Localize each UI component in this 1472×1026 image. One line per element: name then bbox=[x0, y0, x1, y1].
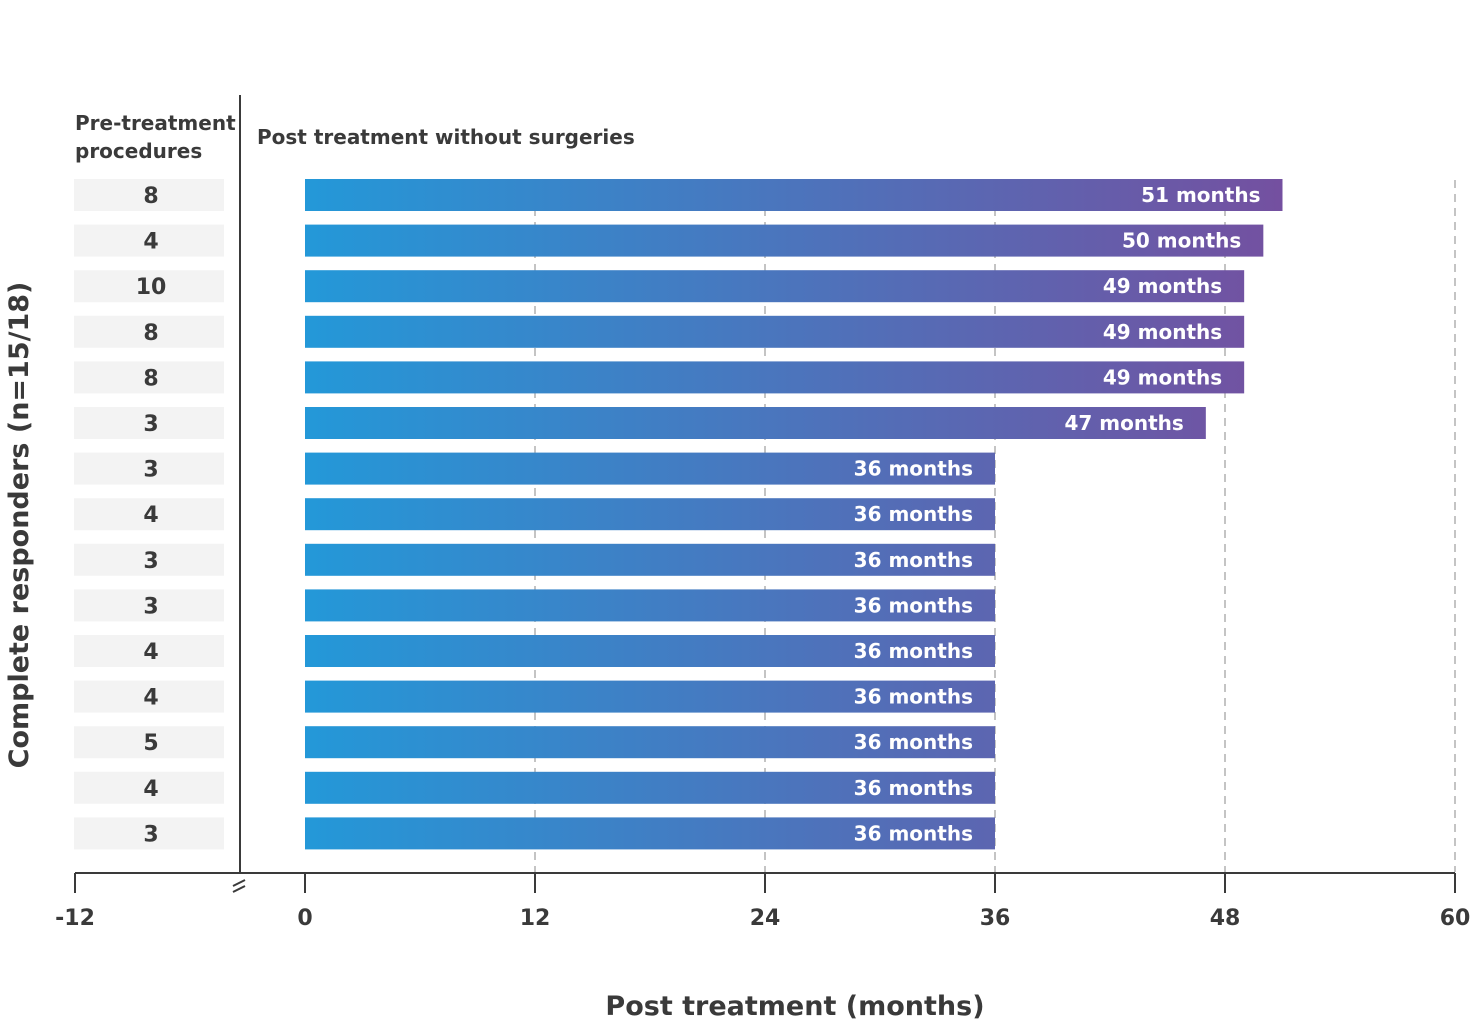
procedure-count: 8 bbox=[143, 184, 158, 209]
x-tick-label: 12 bbox=[520, 906, 551, 931]
responder-row: 5 36 months bbox=[74, 726, 995, 759]
responder-row: 3 36 months bbox=[74, 589, 995, 622]
duration-bar bbox=[305, 179, 1283, 211]
bar-value-label: 36 months bbox=[854, 502, 973, 526]
procedure-count: 8 bbox=[143, 366, 158, 391]
responder-row: 4 36 months bbox=[74, 680, 995, 713]
procedure-cell bbox=[74, 680, 224, 713]
procedure-count: 3 bbox=[143, 412, 158, 437]
bar-value-label: 36 months bbox=[854, 685, 973, 709]
procedure-cell bbox=[74, 224, 224, 257]
bar-value-label: 36 months bbox=[854, 593, 973, 617]
procedure-count: 8 bbox=[143, 321, 158, 346]
procedure-count: 4 bbox=[143, 640, 158, 665]
responder-row: 4 36 months bbox=[74, 771, 995, 804]
x-tick-label: 36 bbox=[980, 906, 1011, 931]
responder-row: 8 49 months bbox=[74, 361, 1245, 394]
procedure-cell bbox=[74, 315, 224, 348]
responder-row: 3 36 months bbox=[74, 452, 995, 485]
procedure-cell bbox=[74, 771, 224, 804]
duration-bar bbox=[305, 680, 995, 713]
bar-value-label: 36 months bbox=[854, 457, 973, 481]
procedure-count: 3 bbox=[143, 594, 158, 619]
bar-value-label: 36 months bbox=[854, 821, 973, 845]
procedure-cell bbox=[74, 543, 224, 576]
procedure-cell bbox=[74, 407, 224, 439]
procedure-cell bbox=[74, 270, 224, 303]
duration-bar bbox=[305, 315, 1245, 348]
responder-row: 4 36 months bbox=[74, 498, 995, 531]
y-axis-title: Complete responders (n=15/18) bbox=[4, 282, 35, 769]
axis-break-mark bbox=[232, 879, 246, 893]
responder-row: 8 49 months bbox=[74, 315, 1245, 348]
procedure-cell bbox=[74, 726, 224, 759]
duration-bar bbox=[305, 817, 995, 850]
duration-bar bbox=[305, 498, 995, 531]
bar-value-label: 49 months bbox=[1103, 274, 1222, 298]
post-treatment-header: Post treatment without surgeries bbox=[257, 125, 635, 149]
duration-bar bbox=[305, 361, 1245, 394]
duration-bar bbox=[305, 589, 995, 622]
procedure-count: 10 bbox=[136, 275, 167, 300]
procedure-cell bbox=[74, 498, 224, 531]
pre-treatment-header: Pre-treatment procedures bbox=[75, 111, 243, 163]
procedure-cell bbox=[74, 452, 224, 485]
duration-bar bbox=[305, 270, 1245, 303]
procedure-count: 3 bbox=[143, 458, 158, 483]
bar-value-label: 36 months bbox=[854, 730, 973, 754]
procedure-count: 4 bbox=[143, 503, 158, 528]
procedure-count: 4 bbox=[143, 777, 158, 802]
responder-row: 3 47 months bbox=[74, 407, 1206, 439]
bar-value-label: 49 months bbox=[1103, 365, 1222, 389]
x-tick-label: 48 bbox=[1210, 906, 1241, 931]
duration-bar bbox=[305, 771, 995, 804]
procedure-count: 4 bbox=[143, 686, 158, 711]
responder-row: 3 36 months bbox=[74, 543, 995, 576]
duration-bar bbox=[305, 726, 995, 759]
responder-row: 4 50 months bbox=[74, 224, 1264, 257]
bar-value-label: 36 months bbox=[854, 776, 973, 800]
procedure-count: 5 bbox=[143, 731, 158, 756]
procedure-count: 3 bbox=[143, 549, 158, 574]
procedure-cell bbox=[74, 179, 224, 211]
responder-row: 8 51 months bbox=[74, 179, 1283, 211]
responder-row: 4 36 months bbox=[74, 635, 995, 667]
responder-row: 10 49 months bbox=[74, 270, 1245, 303]
procedure-cell bbox=[74, 589, 224, 622]
bar-value-label: 36 months bbox=[854, 639, 973, 663]
x-tick-label: 60 bbox=[1440, 906, 1471, 931]
procedure-cell bbox=[74, 635, 224, 667]
procedure-count: 3 bbox=[143, 822, 158, 847]
procedure-cell bbox=[74, 361, 224, 394]
duration-bar bbox=[305, 224, 1264, 257]
duration-bar bbox=[305, 407, 1206, 439]
bar-value-label: 51 months bbox=[1141, 183, 1260, 207]
responder-row: 3 36 months bbox=[74, 817, 995, 850]
procedure-cell bbox=[74, 817, 224, 850]
bar-value-label: 36 months bbox=[854, 548, 973, 572]
x-tick-label: -12 bbox=[55, 906, 95, 931]
procedure-count: 4 bbox=[143, 230, 158, 255]
bar-value-label: 50 months bbox=[1122, 229, 1241, 253]
x-axis-ticks: -12 0 12 24 36 48 60 bbox=[55, 873, 1470, 931]
rows: 8 51 months 4 50 months 10 49 months 8 49 month… bbox=[74, 179, 1283, 850]
bar-value-label: 49 months bbox=[1103, 320, 1222, 344]
duration-bar bbox=[305, 543, 995, 576]
duration-bar bbox=[305, 452, 995, 485]
x-tick-label: 0 bbox=[297, 906, 312, 931]
x-tick-label: 24 bbox=[750, 906, 781, 931]
duration-bar bbox=[305, 635, 995, 667]
bar-value-label: 47 months bbox=[1065, 411, 1184, 435]
x-axis-title: Post treatment (months) bbox=[605, 991, 984, 1022]
